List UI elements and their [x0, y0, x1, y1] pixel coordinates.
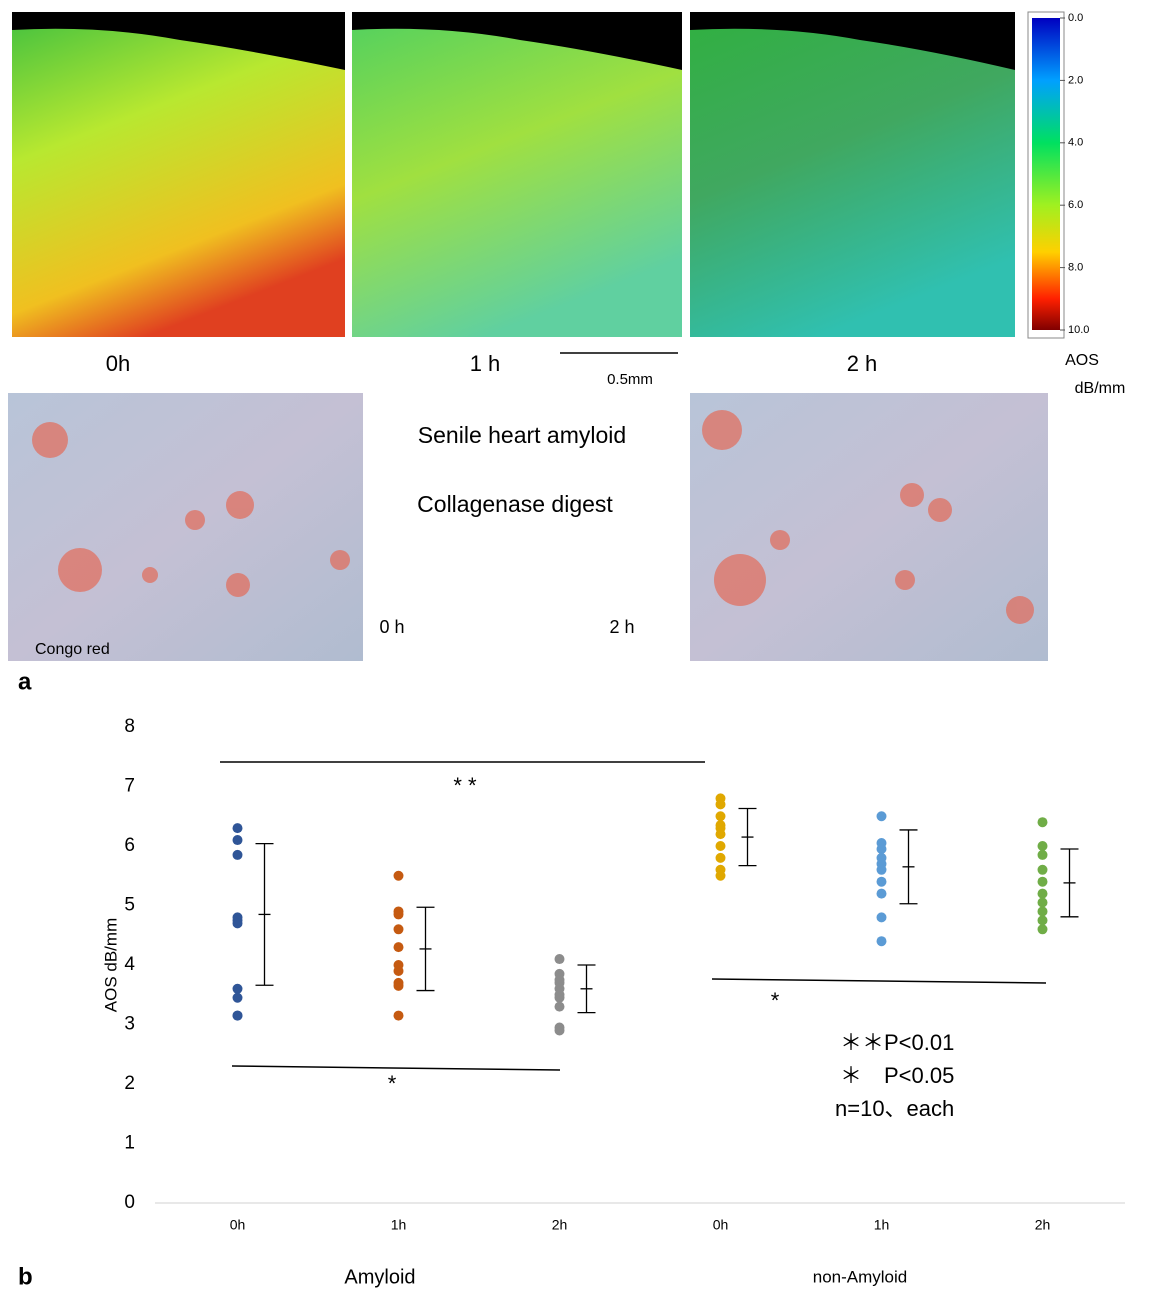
data-point: [715, 870, 726, 881]
data-point: [1037, 817, 1048, 828]
data-point: [1037, 864, 1048, 875]
colorbar-tick-label: 2.0: [1068, 74, 1083, 86]
y-tick-label: 6: [124, 835, 135, 856]
y-tick-label: 5: [124, 895, 135, 916]
data-point: [232, 983, 243, 994]
data-point: [554, 992, 565, 1003]
colorbar-label: dB/mm: [1075, 380, 1126, 397]
data-point: [876, 864, 887, 875]
data-point: [232, 823, 243, 834]
data-point: [876, 876, 887, 887]
colorbar-frame: [1027, 11, 1065, 339]
group-label: Amyloid: [344, 1266, 415, 1288]
colorbar-tick-label: 8.0: [1068, 262, 1083, 274]
x-tick-label: 2h: [1035, 1217, 1051, 1233]
data-point: [1037, 924, 1048, 935]
oct-image: [12, 12, 345, 337]
data-point: [232, 992, 243, 1003]
oct-image: [690, 12, 1015, 337]
time-label: 0h: [106, 351, 130, 376]
time-label: 0 h: [379, 617, 404, 637]
data-point: [876, 888, 887, 899]
note: ＊ P<0.05: [840, 1063, 954, 1088]
data-point: [554, 1025, 565, 1036]
data-point: [232, 1010, 243, 1021]
oct-background: [690, 12, 1015, 70]
stain-label: Congo red: [35, 641, 110, 658]
group-label: non-Amyloid: [813, 1267, 908, 1286]
data-point: [1037, 906, 1048, 917]
data-point: [715, 852, 726, 863]
data-point: [393, 942, 404, 953]
data-point: [1037, 876, 1048, 887]
significance-mark: * *: [453, 773, 477, 798]
data-point: [715, 829, 726, 840]
data-point: [876, 843, 887, 854]
oct-background: [352, 12, 682, 70]
data-point: [393, 965, 404, 976]
data-point: [876, 811, 887, 822]
x-tick-label: 0h: [713, 1217, 729, 1233]
panel-label: a: [18, 668, 32, 695]
data-point: [715, 799, 726, 810]
colorbar-label: AOS: [1065, 352, 1099, 369]
y-tick-label: 1: [124, 1133, 135, 1154]
significance-line: [231, 1065, 561, 1071]
congo-image: [690, 393, 1048, 661]
data-point: [1037, 849, 1048, 860]
significance-mark: *: [388, 1071, 397, 1096]
colorbar-tick-label: 10.0: [1068, 324, 1089, 336]
colorbar-tick-label: 4.0: [1068, 137, 1083, 149]
note: n=10、each: [835, 1096, 954, 1121]
data-point: [876, 912, 887, 923]
scale-bar-label: 0.5mm: [607, 371, 653, 388]
data-point: [715, 811, 726, 822]
colorbar: [1032, 18, 1060, 330]
data-point: [1037, 888, 1048, 899]
colorbar-tick-label: 6.0: [1068, 199, 1083, 211]
y-axis-label: AOS dB/mm: [101, 918, 120, 1012]
note: ＊＊P<0.01: [840, 1030, 954, 1055]
y-tick-label: 8: [124, 716, 135, 737]
oct-image: [352, 12, 682, 337]
data-point: [1037, 897, 1048, 908]
y-tick-label: 2: [124, 1073, 135, 1094]
significance-mark: *: [771, 988, 780, 1013]
data-point: [232, 849, 243, 860]
data-point: [715, 841, 726, 851]
y-tick-label: 4: [124, 954, 135, 975]
data-point: [393, 909, 404, 920]
data-point: [876, 936, 887, 947]
title: Collagenase digest: [417, 491, 613, 517]
y-tick-label: 7: [124, 776, 135, 797]
data-point: [232, 918, 243, 929]
data-point: [232, 835, 243, 846]
time-label: 2 h: [847, 351, 878, 376]
x-tick-label: 0h: [230, 1217, 246, 1233]
x-tick-label: 2h: [552, 1217, 568, 1233]
x-tick-label: 1h: [874, 1217, 890, 1233]
colorbar-tick-label: 0.0: [1068, 12, 1083, 24]
data-point: [554, 954, 565, 965]
data-point: [393, 870, 404, 881]
time-label: 2 h: [609, 617, 634, 637]
x-tick-label: 1h: [391, 1217, 407, 1233]
title: Senile heart amyloid: [418, 422, 626, 448]
data-point: [554, 1001, 565, 1012]
panel-label: b: [18, 1263, 33, 1290]
amyloid-deposits: [32, 410, 1034, 624]
data-point: [1037, 915, 1048, 926]
oct-background: [12, 12, 345, 70]
y-tick-label: 3: [124, 1014, 135, 1035]
data-point: [393, 1010, 404, 1021]
y-tick-label: 0: [124, 1192, 135, 1213]
time-label: 1 h: [470, 351, 501, 376]
data-point: [393, 924, 404, 935]
significance-line: [711, 978, 1047, 984]
data-point: [393, 980, 404, 991]
data-point: [1037, 841, 1048, 851]
